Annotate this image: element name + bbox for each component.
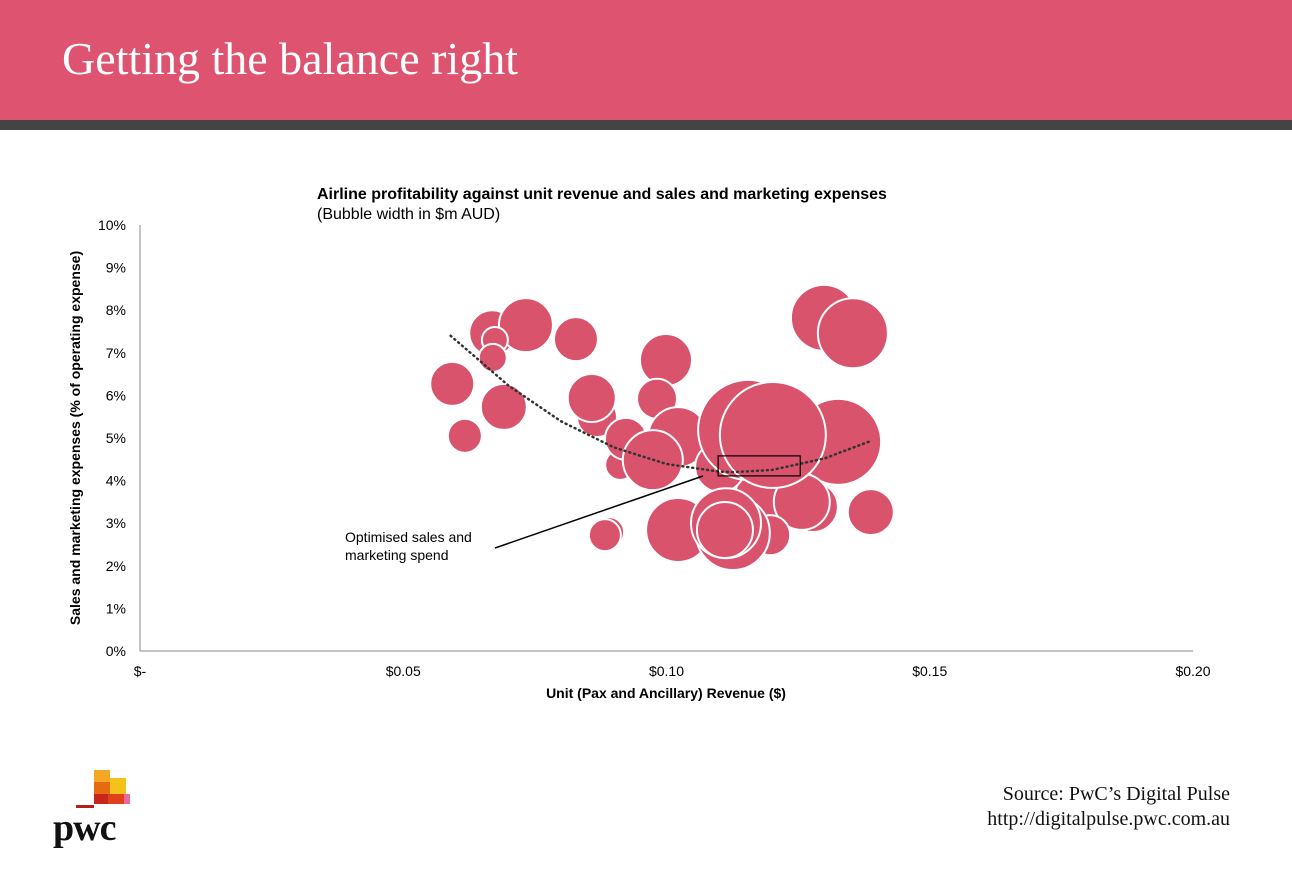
y-tick-label: 6% xyxy=(106,387,126,403)
bubble xyxy=(566,372,617,423)
y-tick-label: 10% xyxy=(98,217,126,233)
source-text: Source: PwC’s Digital Pulse xyxy=(1002,783,1230,805)
y-axis-label: Sales and marketing expenses (% of opera… xyxy=(67,251,83,625)
bubble xyxy=(477,342,508,373)
x-tick-label: $0.05 xyxy=(386,663,421,679)
x-tick-label: $0.15 xyxy=(912,663,947,679)
y-tick-label: 5% xyxy=(106,430,126,446)
optimal-box xyxy=(717,455,801,477)
y-tick-label: 2% xyxy=(106,558,126,574)
bubble xyxy=(638,333,693,388)
chart-title: Airline profitability against unit reven… xyxy=(317,186,887,203)
page-title: Getting the balance right xyxy=(62,33,519,84)
header-banner xyxy=(0,0,1292,120)
y-tick-label: 3% xyxy=(106,515,126,531)
bubble xyxy=(846,488,895,537)
pwc-logo-text: pwc xyxy=(53,807,116,849)
chart-subtitle: (Bubble width in $m AUD) xyxy=(317,206,500,223)
bubble xyxy=(587,518,622,553)
annotation-line2: marketing spend xyxy=(345,547,449,563)
pwc-logo-mark xyxy=(76,770,130,808)
y-tick-label: 1% xyxy=(106,600,126,616)
pwc-logo: pwc xyxy=(50,770,160,850)
y-tick-label: 4% xyxy=(106,473,126,489)
y-tick-label: 7% xyxy=(106,345,126,361)
x-tick-label: $- xyxy=(134,663,147,679)
source-url[interactable]: http://digitalpulse.pwc.com.au xyxy=(987,808,1230,830)
header-divider xyxy=(0,120,1292,130)
x-tick-label: $0.20 xyxy=(1175,663,1210,679)
trendline xyxy=(449,334,874,474)
x-axis-label: Unit (Pax and Ancillary) Revenue ($) xyxy=(546,685,786,701)
annotation-pointer xyxy=(494,475,704,549)
bubble xyxy=(695,501,754,560)
y-tick-label: 8% xyxy=(106,302,126,318)
annotation-line1: Optimised sales and xyxy=(345,529,472,545)
bubble xyxy=(479,382,528,431)
y-tick-label: 9% xyxy=(106,260,126,276)
bubble xyxy=(446,417,483,454)
x-tick-label: $0.10 xyxy=(649,663,684,679)
bubble xyxy=(552,316,599,363)
bubble xyxy=(429,360,476,407)
bubble xyxy=(497,297,554,354)
y-tick-label: 0% xyxy=(106,643,126,659)
bubble xyxy=(718,381,827,490)
bubble xyxy=(816,297,889,370)
